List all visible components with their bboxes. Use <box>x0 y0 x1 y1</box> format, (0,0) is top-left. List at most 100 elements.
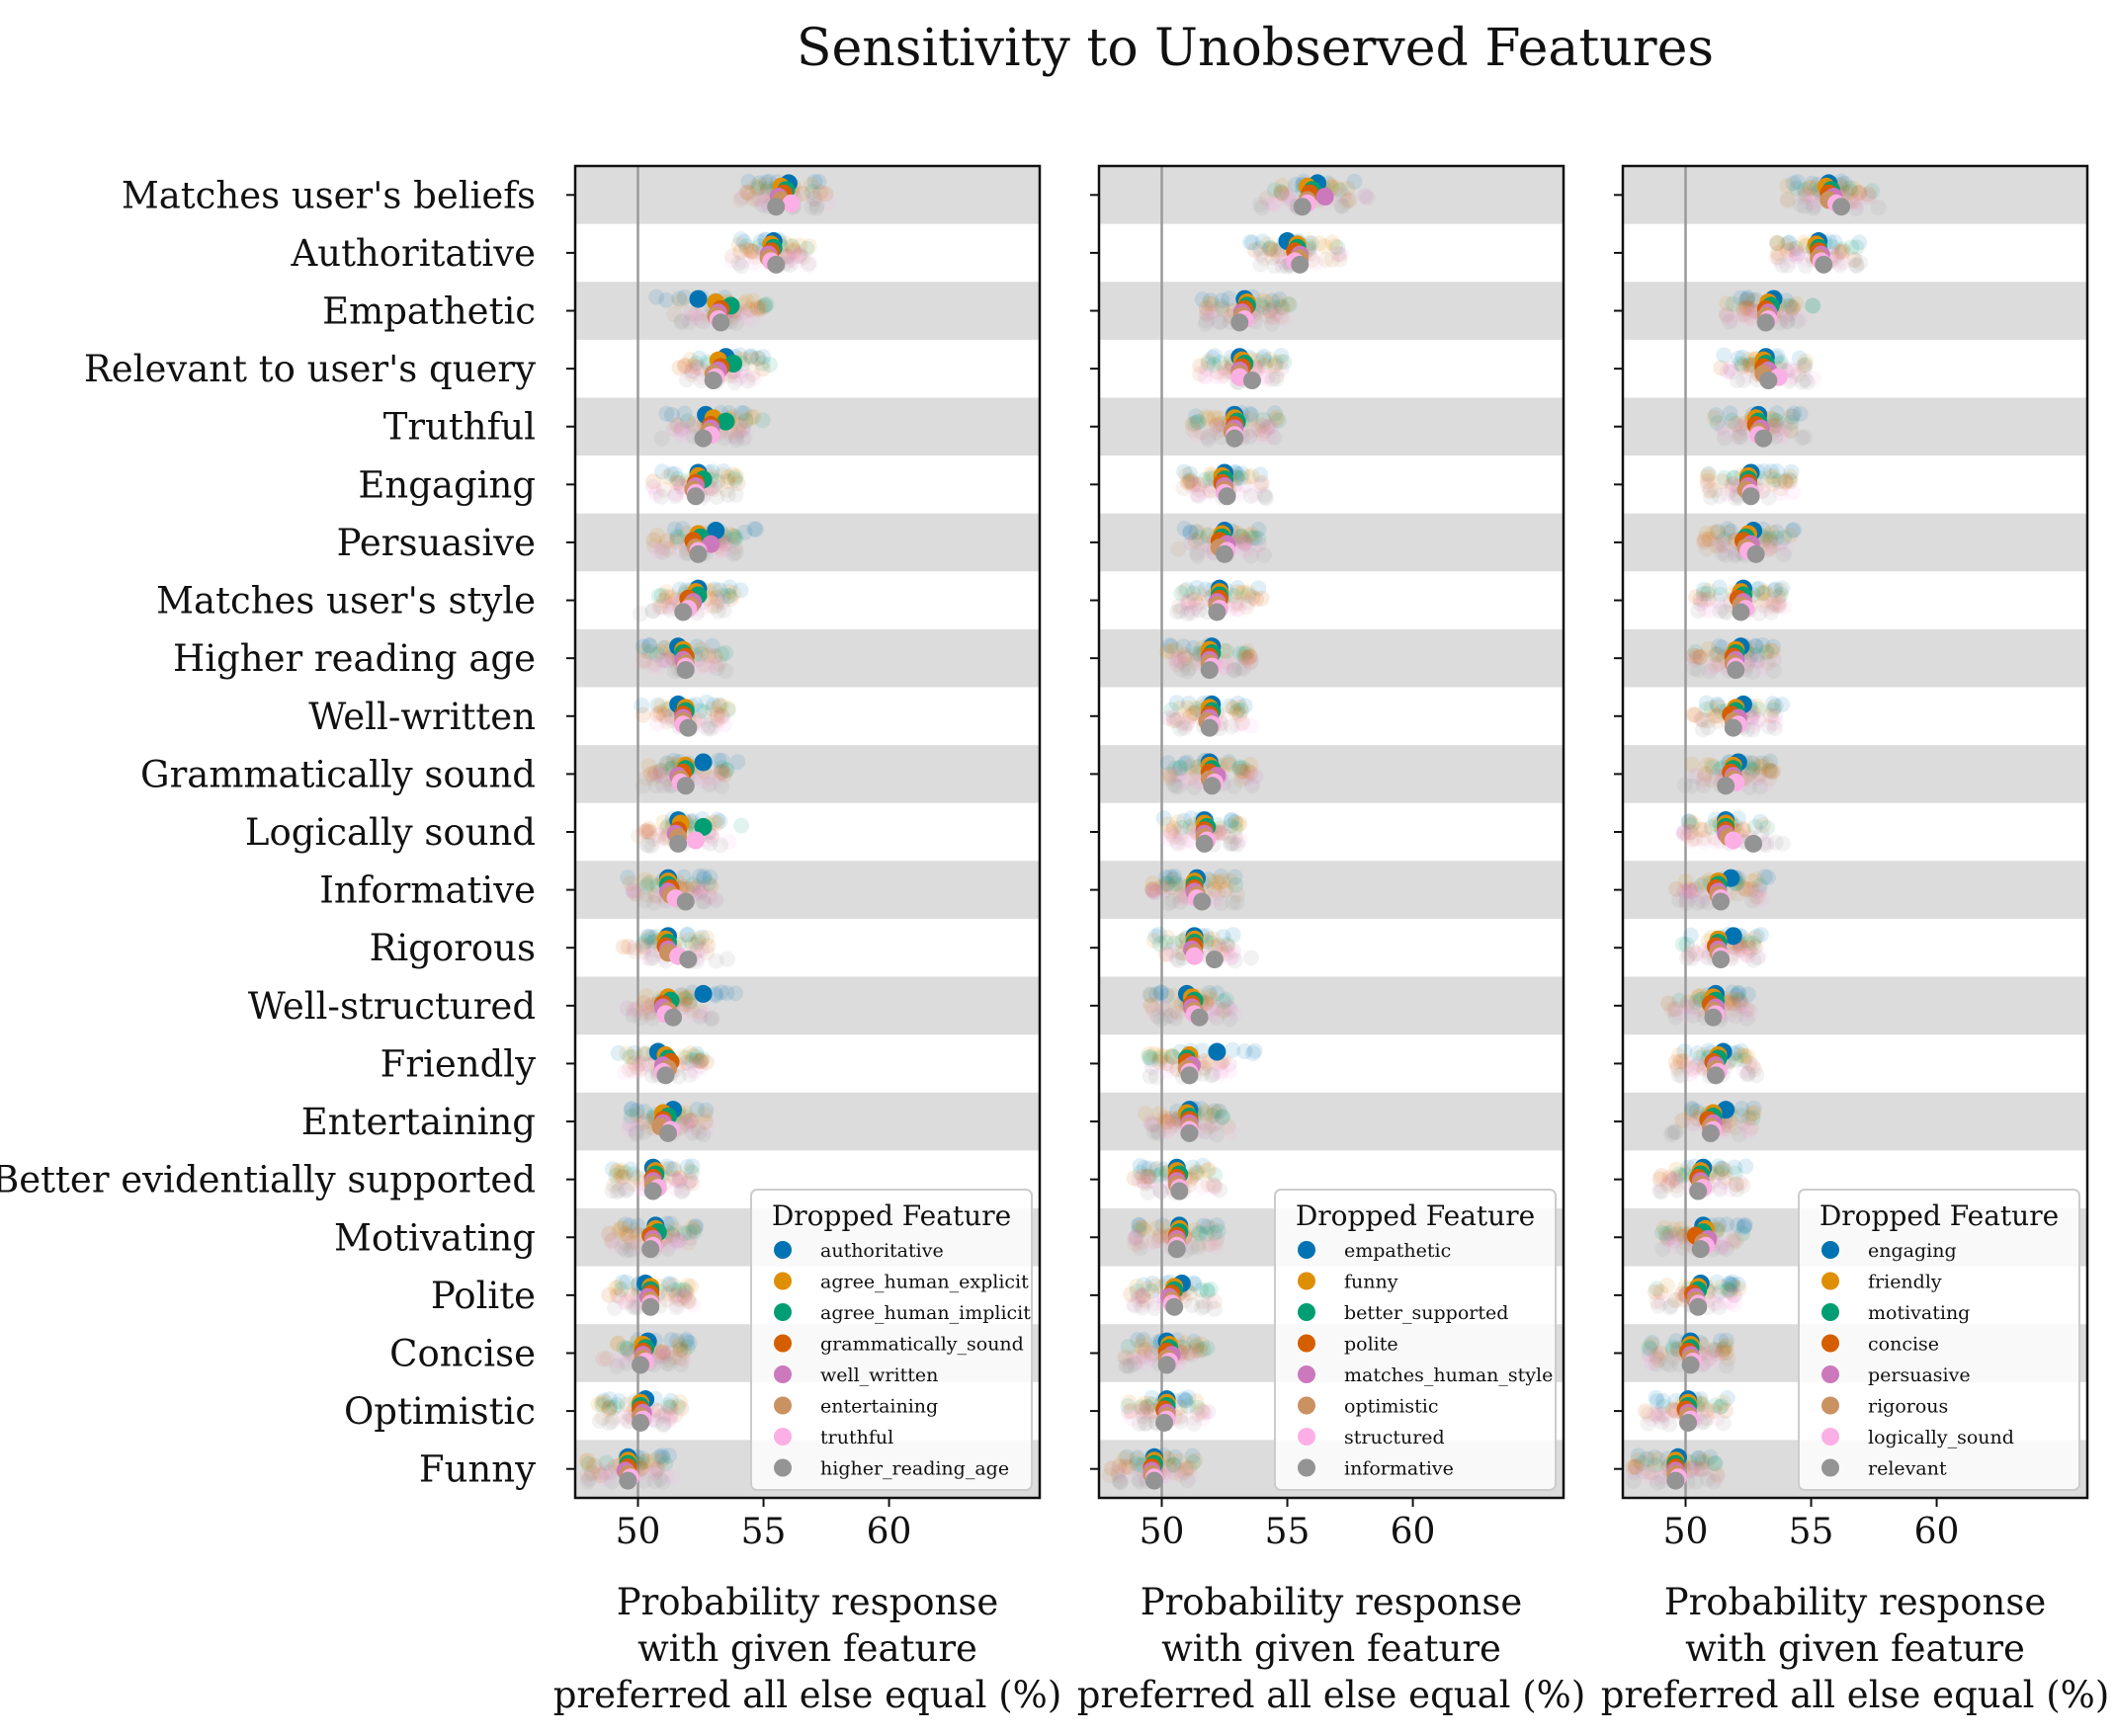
cloud-point <box>1182 465 1199 482</box>
cloud-point <box>707 657 723 674</box>
cloud-point <box>1235 531 1252 547</box>
cloud-point <box>655 1344 672 1361</box>
cloud-point <box>1120 1339 1137 1356</box>
cloud-point <box>1206 409 1223 426</box>
cloud-point <box>1211 874 1227 891</box>
data-point <box>1832 198 1851 216</box>
cloud-point <box>1163 871 1180 888</box>
cloud-point <box>651 1448 668 1465</box>
cloud-point <box>1202 292 1219 309</box>
cloud-point <box>695 717 712 734</box>
cloud-point <box>744 366 761 382</box>
cloud-point <box>666 1221 683 1238</box>
cloud-point <box>709 489 725 506</box>
cloud-point <box>646 655 663 672</box>
cloud-point <box>709 660 725 677</box>
cloud-point <box>795 185 811 202</box>
cloud-point <box>1235 584 1252 601</box>
cloud-point <box>681 932 698 949</box>
data-point <box>1226 429 1244 448</box>
data-point <box>694 429 713 448</box>
cloud-point <box>622 874 638 891</box>
cloud-point <box>1161 637 1178 654</box>
cloud-point <box>1243 526 1260 542</box>
cloud-point <box>1199 1282 1216 1299</box>
data-point <box>1756 313 1775 332</box>
cloud-point <box>708 711 724 728</box>
cloud-point <box>620 1227 636 1244</box>
data-point <box>1185 947 1204 965</box>
cloud-point <box>704 598 720 615</box>
cloud-point <box>670 1281 687 1298</box>
cloud-point <box>737 412 754 429</box>
legend-entry: rigorous <box>1868 1396 1948 1418</box>
cloud-point <box>682 1172 699 1189</box>
cloud-point <box>619 1355 635 1371</box>
cloud-point <box>619 1045 635 1062</box>
cloud-point <box>637 1006 654 1023</box>
cloud-point <box>604 1473 621 1490</box>
cloud-point <box>666 465 683 482</box>
data-point <box>1230 313 1249 332</box>
cloud-point <box>610 1335 627 1352</box>
cloud-point <box>1232 700 1249 716</box>
cloud-point <box>626 884 642 901</box>
cloud-point <box>639 823 656 840</box>
cloud-point <box>638 886 655 903</box>
cloud-point <box>1135 1400 1151 1417</box>
cloud-point <box>705 657 721 674</box>
cloud-point <box>1141 1169 1157 1186</box>
cloud-point <box>639 875 656 892</box>
legend-entry: well_written <box>820 1364 938 1386</box>
cloud-point <box>714 646 730 663</box>
cloud-point <box>598 1454 615 1471</box>
cloud-point <box>719 702 736 718</box>
cloud-point <box>704 637 720 654</box>
cloud-point <box>1166 935 1183 951</box>
cloud-point <box>676 1225 693 1242</box>
cloud-point <box>1268 371 1285 387</box>
row-band <box>1099 397 1564 456</box>
cloud-point <box>651 543 668 560</box>
cloud-point <box>701 777 718 793</box>
cloud-point <box>638 877 655 894</box>
cloud-point <box>737 411 754 428</box>
cloud-point <box>1229 816 1246 833</box>
category-label: Engaging <box>358 463 536 506</box>
legend-marker <box>774 1303 792 1321</box>
cloud-point <box>643 1010 660 1027</box>
data-point <box>1200 661 1219 680</box>
cloud-point <box>1190 585 1207 602</box>
cloud-point <box>672 1342 689 1359</box>
cloud-point <box>1200 931 1217 948</box>
cloud-point <box>644 950 661 966</box>
cloud-point <box>1246 242 1263 259</box>
cloud-point <box>667 1181 684 1198</box>
cloud-point <box>719 540 736 557</box>
cloud-point <box>1204 295 1221 312</box>
cloud-point <box>1160 1114 1177 1130</box>
cloud-point <box>1226 587 1242 604</box>
cloud-point <box>1231 760 1248 777</box>
cloud-point <box>634 638 651 655</box>
cloud-point <box>581 1470 598 1487</box>
legend-entry: structured <box>1344 1427 1445 1448</box>
cloud-point <box>668 1286 685 1303</box>
row-band <box>575 745 1040 803</box>
cloud-point <box>1675 1240 1692 1257</box>
cloud-point <box>1172 877 1189 894</box>
data-point <box>1165 1297 1184 1316</box>
cloud-point <box>694 313 711 330</box>
cloud-point <box>719 468 736 485</box>
cloud-point <box>714 752 730 769</box>
cloud-point <box>1244 1045 1261 1062</box>
cloud-point <box>1281 296 1298 313</box>
cloud-point <box>629 1226 645 1243</box>
cloud-point <box>645 894 662 911</box>
cloud-point <box>619 1341 635 1358</box>
cloud-point <box>710 711 726 728</box>
cloud-point <box>681 1224 698 1241</box>
cloud-point <box>1678 891 1695 908</box>
cloud-point <box>757 298 774 315</box>
data-point <box>1144 1471 1163 1490</box>
